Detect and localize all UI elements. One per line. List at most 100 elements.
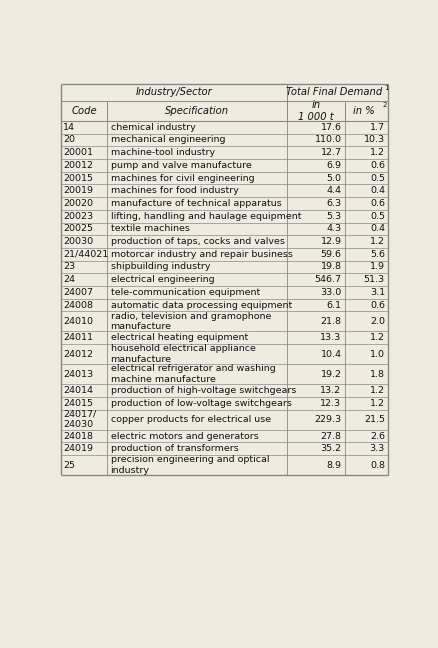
Text: 2.0: 2.0 xyxy=(370,317,385,326)
Text: 24010: 24010 xyxy=(63,317,93,326)
Text: textile machines: textile machines xyxy=(110,224,189,233)
Text: 24014: 24014 xyxy=(63,386,93,395)
Text: 19.8: 19.8 xyxy=(321,262,342,272)
Text: 2.6: 2.6 xyxy=(370,432,385,441)
Text: 24018: 24018 xyxy=(63,432,93,441)
Text: 6.9: 6.9 xyxy=(326,161,342,170)
Text: 21.8: 21.8 xyxy=(321,317,342,326)
Text: lifting, handling and haulage equipment: lifting, handling and haulage equipment xyxy=(110,212,301,221)
Text: 24019: 24019 xyxy=(63,445,93,453)
Text: 1.2: 1.2 xyxy=(370,148,385,157)
Text: 1.2: 1.2 xyxy=(370,333,385,342)
Text: 20030: 20030 xyxy=(63,237,93,246)
Text: Total Final Demand: Total Final Demand xyxy=(286,87,383,97)
Text: production of transformers: production of transformers xyxy=(110,445,238,453)
Text: 2: 2 xyxy=(382,102,387,108)
Text: tele-communication equipment: tele-communication equipment xyxy=(110,288,260,297)
Text: 24015: 24015 xyxy=(63,399,93,408)
Text: 1.8: 1.8 xyxy=(370,370,385,378)
Text: motorcar industry and repair business: motorcar industry and repair business xyxy=(110,249,293,259)
Text: 20001: 20001 xyxy=(63,148,93,157)
Text: automatic data processing equipment: automatic data processing equipment xyxy=(110,301,292,310)
Text: 8.9: 8.9 xyxy=(326,461,342,470)
Text: Code: Code xyxy=(71,106,97,116)
Text: 1.9: 1.9 xyxy=(370,262,385,272)
Text: 4.4: 4.4 xyxy=(326,186,342,195)
Text: 5.3: 5.3 xyxy=(326,212,342,221)
Text: 12.3: 12.3 xyxy=(320,399,342,408)
Text: 24012: 24012 xyxy=(63,350,93,359)
Text: pump and valve manufacture: pump and valve manufacture xyxy=(110,161,251,170)
Text: 20025: 20025 xyxy=(63,224,93,233)
Text: 110.0: 110.0 xyxy=(314,135,342,145)
Text: 20: 20 xyxy=(63,135,75,145)
Text: 12.9: 12.9 xyxy=(321,237,342,246)
Text: mechanical engineering: mechanical engineering xyxy=(110,135,225,145)
Text: radio, television and gramophone
manufacture: radio, television and gramophone manufac… xyxy=(110,312,271,331)
Text: electrical engineering: electrical engineering xyxy=(110,275,214,284)
Text: production of taps, cocks and valves: production of taps, cocks and valves xyxy=(110,237,284,246)
Text: Industry/Sector: Industry/Sector xyxy=(136,87,212,97)
Text: 21/44021: 21/44021 xyxy=(63,249,109,259)
Text: copper products for electrical use: copper products for electrical use xyxy=(110,415,271,424)
Text: 13.3: 13.3 xyxy=(320,333,342,342)
Text: 27.8: 27.8 xyxy=(321,432,342,441)
Text: 12.7: 12.7 xyxy=(321,148,342,157)
Text: 0.4: 0.4 xyxy=(370,186,385,195)
Text: 0.6: 0.6 xyxy=(370,161,385,170)
Text: 19.2: 19.2 xyxy=(321,370,342,378)
Text: household electrical appliance
manufacture: household electrical appliance manufactu… xyxy=(110,344,255,364)
Text: production of low-voltage switchgears: production of low-voltage switchgears xyxy=(110,399,291,408)
Text: manufacture of technical apparatus: manufacture of technical apparatus xyxy=(110,199,281,208)
Text: 20020: 20020 xyxy=(63,199,93,208)
Text: production of high-voltage switchgears: production of high-voltage switchgears xyxy=(110,386,296,395)
Text: 3.1: 3.1 xyxy=(370,288,385,297)
Text: 59.6: 59.6 xyxy=(321,249,342,259)
Text: 4.3: 4.3 xyxy=(326,224,342,233)
Text: in %: in % xyxy=(353,106,374,116)
Text: 21.5: 21.5 xyxy=(364,415,385,424)
Text: 1.2: 1.2 xyxy=(370,237,385,246)
Text: 33.0: 33.0 xyxy=(320,288,342,297)
Text: chemical industry: chemical industry xyxy=(110,122,195,132)
Text: electrical refrigerator and washing
machine manufacture: electrical refrigerator and washing mach… xyxy=(110,364,276,384)
Text: 5.6: 5.6 xyxy=(370,249,385,259)
Text: machine-tool industry: machine-tool industry xyxy=(110,148,215,157)
Text: 1.2: 1.2 xyxy=(370,399,385,408)
Text: 10.4: 10.4 xyxy=(321,350,342,359)
Text: 0.6: 0.6 xyxy=(370,301,385,310)
Text: machines for civil engineering: machines for civil engineering xyxy=(110,174,254,183)
Text: 0.4: 0.4 xyxy=(370,224,385,233)
Text: 24011: 24011 xyxy=(63,333,93,342)
Text: 13.2: 13.2 xyxy=(320,386,342,395)
Text: 24007: 24007 xyxy=(63,288,93,297)
Text: 24008: 24008 xyxy=(63,301,93,310)
Text: Specification: Specification xyxy=(165,106,230,116)
Text: 1.7: 1.7 xyxy=(370,122,385,132)
Text: 17.6: 17.6 xyxy=(321,122,342,132)
Text: 3.3: 3.3 xyxy=(370,445,385,453)
Text: 51.3: 51.3 xyxy=(364,275,385,284)
Text: 24017/
24030: 24017/ 24030 xyxy=(63,410,96,430)
Text: 0.8: 0.8 xyxy=(370,461,385,470)
Text: 0.5: 0.5 xyxy=(370,212,385,221)
Text: 24: 24 xyxy=(63,275,75,284)
Text: 0.6: 0.6 xyxy=(370,199,385,208)
Text: 6.1: 6.1 xyxy=(326,301,342,310)
Text: 20023: 20023 xyxy=(63,212,93,221)
Text: 35.2: 35.2 xyxy=(320,445,342,453)
Text: 10.3: 10.3 xyxy=(364,135,385,145)
Text: 1: 1 xyxy=(384,86,389,91)
Text: machines for food industry: machines for food industry xyxy=(110,186,238,195)
Text: 24013: 24013 xyxy=(63,370,93,378)
Text: 20015: 20015 xyxy=(63,174,93,183)
Text: electrical heating equipment: electrical heating equipment xyxy=(110,333,248,342)
Text: 20012: 20012 xyxy=(63,161,93,170)
Text: 20019: 20019 xyxy=(63,186,93,195)
Text: electric motors and generators: electric motors and generators xyxy=(110,432,258,441)
Text: 5.0: 5.0 xyxy=(326,174,342,183)
Text: 1.2: 1.2 xyxy=(370,386,385,395)
Text: 229.3: 229.3 xyxy=(314,415,342,424)
Text: 6.3: 6.3 xyxy=(326,199,342,208)
Text: 23: 23 xyxy=(63,262,75,272)
